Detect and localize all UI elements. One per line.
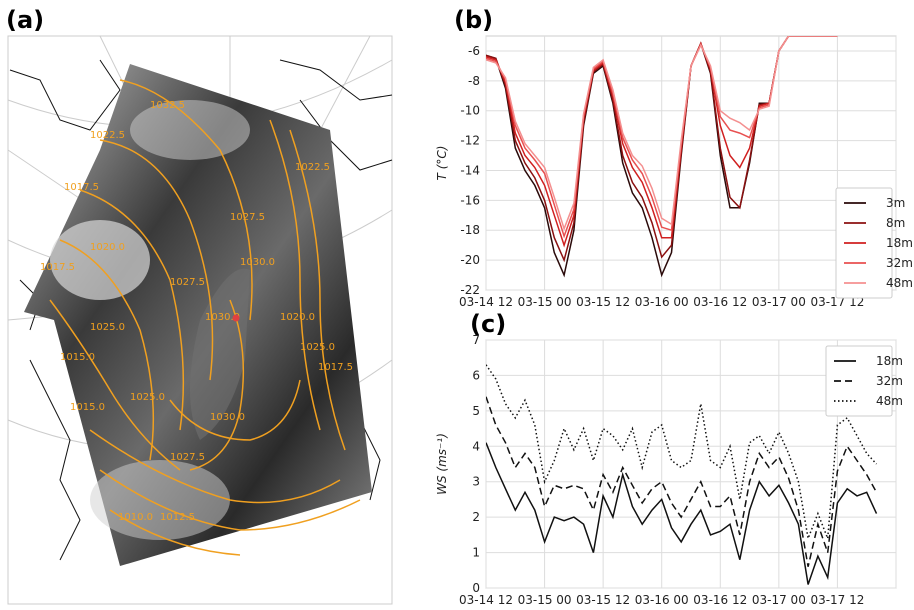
contour-label: 1027.5: [170, 452, 205, 463]
contour-label: 1020.0: [280, 312, 315, 323]
y-tick-label: 1: [472, 546, 480, 560]
y-tick-label: -8: [468, 74, 480, 88]
legend-label: 18m: [876, 354, 903, 368]
contour-label: 1025.0: [130, 392, 165, 403]
legend-label: 48m: [876, 394, 903, 408]
satellite-image: [24, 64, 372, 566]
legend-label: 8m: [886, 216, 905, 230]
plot-area: [485, 35, 897, 291]
map-panel: 1032.5 1022.5 1017.5 1020.0 1027.5 1025.…: [7, 35, 393, 605]
contour-label: 1015.0: [60, 352, 95, 363]
legend-label: 18m: [886, 236, 913, 250]
contour-label: 1027.5: [230, 212, 265, 223]
y-tick-label: 7: [472, 333, 480, 347]
contour-label: 1015.0: [70, 402, 105, 413]
contour-label: 1017.5: [40, 262, 75, 273]
contour-label: 1012.5: [160, 512, 195, 523]
site-marker: [232, 314, 240, 322]
contour-label: 1025.0: [90, 322, 125, 333]
y-tick-label: -14: [460, 163, 480, 177]
y-tick-label: 2: [472, 510, 480, 524]
y-tick-label: -16: [460, 193, 480, 207]
scandinavia-land: [190, 268, 250, 440]
x-tick-label: 03-14 12: [459, 593, 513, 607]
series-line-48m: [486, 364, 878, 542]
y-tick-label: -20: [460, 253, 480, 267]
y-tick-label: -10: [460, 104, 480, 118]
panel-label-a: (a): [6, 6, 44, 34]
x-tick-label: 03-15 12: [576, 295, 630, 309]
contour-labels: 1032.5 1022.5 1017.5 1020.0 1027.5 1025.…: [40, 100, 353, 523]
y-tick-label: -18: [460, 223, 480, 237]
contour-label: 1017.5: [64, 182, 99, 193]
y-tick-label: 4: [472, 439, 480, 453]
x-tick-label: 03-16 12: [693, 593, 747, 607]
contour-label: 1032.5: [150, 100, 185, 111]
contour-label: 1027.5: [170, 277, 205, 288]
series-line-48m: [486, 36, 838, 231]
contour-label: 1030.0: [205, 312, 240, 323]
x-tick-label: 03-17 12: [810, 593, 864, 607]
contour-label: 1022.5: [295, 162, 330, 173]
legend-label: 48m: [886, 276, 913, 290]
contour-label: 1022.5: [90, 130, 125, 141]
x-tick-label: 03-15 00: [518, 295, 572, 309]
series-line-32m: [486, 396, 878, 567]
y-axis-label: WS (ms⁻¹): [435, 433, 449, 495]
x-tick-label: 03-17 00: [752, 593, 806, 607]
wind-speed-chart: 0 1 2 3 4 5 6 7 03-14 12 03-15 00 03-15 12 03-16 00…: [435, 333, 903, 607]
y-tick-label: 0: [472, 581, 480, 595]
x-tick-label: 03-16 00: [635, 295, 689, 309]
x-tick-label: 03-15 12: [576, 593, 630, 607]
contour-label: 1010.0: [118, 512, 153, 523]
panel-label-c: (c): [470, 310, 506, 338]
contour-label: 1030.0: [240, 257, 275, 268]
y-tick-label: -6: [468, 44, 480, 58]
x-tick-label: 03-16 12: [693, 295, 747, 309]
y-tick-label: -12: [460, 134, 480, 148]
y-tick-label: 5: [472, 404, 480, 418]
x-tick-label: 03-17 00: [752, 295, 806, 309]
cloud-band: [50, 220, 150, 300]
contour-label: 1017.5: [318, 362, 353, 373]
x-tick-label: 03-15 00: [518, 593, 572, 607]
contour-label: 1030.0: [210, 412, 245, 423]
panel-label-b: (b): [454, 6, 493, 34]
y-tick-label: -22: [460, 283, 480, 297]
legend-label: 32m: [886, 256, 913, 270]
isobars: [49, 79, 361, 556]
series-line-18m: [486, 442, 878, 585]
x-tick-label: 03-14 12: [459, 295, 513, 309]
x-tick-label: 03-16 00: [635, 593, 689, 607]
y-axis-label: T (°C): [435, 146, 449, 181]
cloud-band: [130, 100, 250, 160]
y-tick-label: 6: [472, 368, 480, 382]
y-tick-label: 3: [472, 475, 480, 489]
contour-label: 1020.0: [90, 242, 125, 253]
legend-label: 32m: [876, 374, 903, 388]
series-group: [486, 364, 878, 585]
legend-label: 3m: [886, 196, 905, 210]
legend: [825, 345, 893, 417]
contour-label: 1025.0: [300, 342, 335, 353]
series-group: [486, 36, 838, 278]
